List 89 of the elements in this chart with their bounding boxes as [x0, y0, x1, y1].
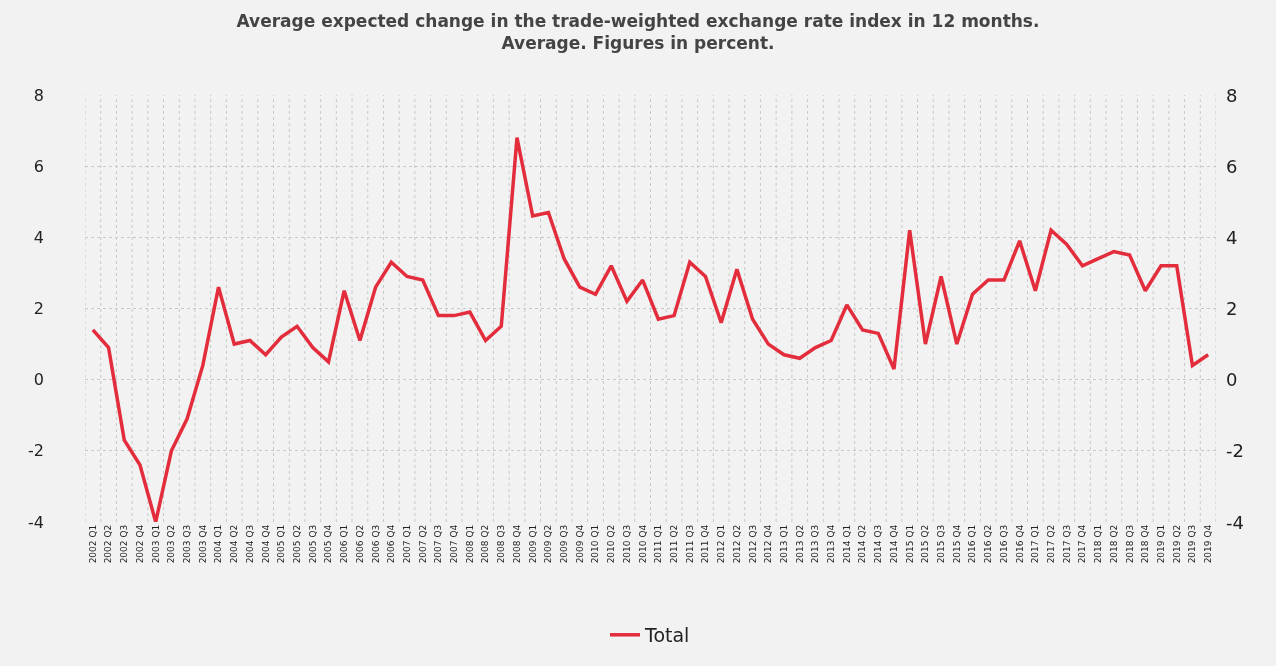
x-tick-label: 2015 Q3 — [936, 524, 947, 564]
x-tick-label: 2013 Q2 — [794, 524, 805, 564]
y-tick-label: 0 — [33, 370, 44, 390]
x-tick-label: 2012 Q2 — [731, 524, 742, 564]
x-tick-label: 2013 Q1 — [778, 524, 789, 564]
x-tick-label: 2008 Q1 — [464, 524, 475, 564]
x-tick-label: 2010 Q1 — [590, 524, 601, 564]
x-tick-label: 2006 Q2 — [354, 524, 365, 564]
x-tick-label: 2014 Q3 — [873, 524, 884, 564]
x-tick-label: 2007 Q2 — [417, 524, 428, 564]
x-tick-label: 2014 Q2 — [857, 524, 868, 564]
x-tick-label: 2012 Q1 — [716, 524, 727, 564]
x-tick-label: 2014 Q1 — [841, 524, 852, 564]
x-tick-label: 2005 Q3 — [307, 524, 318, 564]
x-tick-label: 2018 Q3 — [1124, 524, 1135, 564]
legend-label: Total — [644, 624, 690, 647]
x-tick-label: 2011 Q4 — [700, 524, 711, 564]
x-tick-label: 2003 Q4 — [197, 524, 208, 564]
x-tick-label: 2013 Q4 — [826, 524, 837, 564]
x-tick-label: 2013 Q3 — [810, 524, 821, 564]
x-tick-label: 2002 Q4 — [134, 524, 145, 564]
y-tick-label: 2 — [33, 299, 44, 319]
x-tick-label: 2009 Q2 — [543, 524, 554, 564]
x-tick-label: 2017 Q1 — [1030, 524, 1041, 564]
x-tick-label: 2016 Q2 — [983, 524, 994, 564]
x-tick-label: 2017 Q2 — [1045, 524, 1056, 564]
x-tick-label: 2008 Q4 — [511, 524, 522, 564]
x-tick-label: 2002 Q1 — [87, 524, 98, 564]
x-tick-label: 2018 Q2 — [1108, 524, 1119, 564]
x-tick-label: 2007 Q4 — [449, 524, 460, 564]
x-tick-label: 2019 Q2 — [1171, 524, 1182, 564]
x-tick-label: 2006 Q1 — [339, 524, 350, 564]
y-tick-label: 4 — [33, 227, 44, 247]
x-tick-label: 2004 Q2 — [229, 524, 240, 564]
x-tick-label: 2010 Q4 — [637, 524, 648, 564]
x-tick-label: 2019 Q4 — [1203, 524, 1214, 564]
y-tick-label: 8 — [33, 85, 44, 105]
x-tick-label: 2010 Q2 — [606, 524, 617, 564]
x-tick-label: 2016 Q3 — [998, 524, 1009, 564]
x-tick-label: 2011 Q3 — [684, 524, 695, 564]
x-tick-label: 2019 Q1 — [1155, 524, 1166, 564]
y-tick-label: -2 — [28, 441, 44, 461]
y2-tick-label: 2 — [1226, 298, 1238, 319]
x-tick-label: 2008 Q2 — [480, 524, 491, 564]
y2-tick-label: 0 — [1226, 369, 1238, 390]
x-tick-label: 2016 Q4 — [1014, 524, 1025, 564]
x-tick-label: 2017 Q4 — [1077, 524, 1088, 564]
y2-tick-label: 6 — [1226, 156, 1238, 177]
line-series — [91, 135, 1210, 522]
x-tick-label: 2003 Q2 — [166, 524, 177, 564]
x-tick-label: 2015 Q2 — [920, 524, 931, 564]
x-tick-label: 2009 Q3 — [559, 524, 570, 564]
x-tick-label: 2006 Q4 — [386, 524, 397, 564]
x-tick-label: 2002 Q2 — [103, 524, 114, 564]
x-tick-label: 2005 Q2 — [291, 524, 302, 564]
x-tick-label: 2011 Q1 — [653, 524, 664, 564]
y-tick-label: -4 — [28, 512, 44, 532]
x-tick-label: 2004 Q4 — [260, 524, 271, 564]
x-tick-label: 2010 Q3 — [621, 524, 632, 564]
x-tick-label: 2007 Q3 — [433, 524, 444, 564]
x-tick-label: 2018 Q1 — [1093, 524, 1104, 564]
x-tick-label: 2003 Q3 — [182, 524, 193, 564]
x-tick-label: 2019 Q3 — [1187, 524, 1198, 564]
y2-tick-label: 8 — [1226, 85, 1238, 106]
y2-tick-label: 4 — [1226, 227, 1238, 248]
y2-tick-label: -2 — [1226, 440, 1244, 461]
x-tick-label: 2006 Q3 — [370, 524, 381, 564]
x-tick-label: 2014 Q4 — [888, 524, 899, 564]
x-tick-label: 2004 Q1 — [213, 524, 224, 564]
chart-title: Average expected change in the trade-weighted exchange rate index in 12 months. Average. Figures in percent. — [236, 10, 1040, 53]
x-tick-label: 2004 Q3 — [244, 524, 255, 564]
x-tick-label: 2017 Q3 — [1061, 524, 1072, 564]
x-tick-label: 2009 Q4 — [574, 524, 585, 564]
x-tick-label: 2005 Q1 — [276, 524, 287, 564]
x-tick-label: 2009 Q1 — [527, 524, 538, 564]
x-tick-label: 2015 Q4 — [951, 524, 962, 564]
x-tick-label: 2011 Q2 — [668, 524, 679, 564]
x-tick-label: 2012 Q3 — [747, 524, 758, 564]
x-tick-label: 2008 Q3 — [496, 524, 507, 564]
x-tick-label: 2015 Q1 — [904, 524, 915, 564]
x-tick-label: 2016 Q1 — [967, 524, 978, 564]
x-tick-label: 2012 Q4 — [763, 524, 774, 564]
x-tick-label: 2003 Q1 — [150, 524, 161, 564]
x-tick-label: 2018 Q4 — [1140, 524, 1151, 564]
y2-tick-label: -4 — [1226, 512, 1244, 533]
x-tick-label: 2007 Q1 — [401, 524, 412, 564]
y-tick-label: 6 — [33, 156, 44, 176]
x-tick-label: 2005 Q4 — [323, 524, 334, 564]
x-tick-label: 2002 Q3 — [119, 524, 130, 564]
